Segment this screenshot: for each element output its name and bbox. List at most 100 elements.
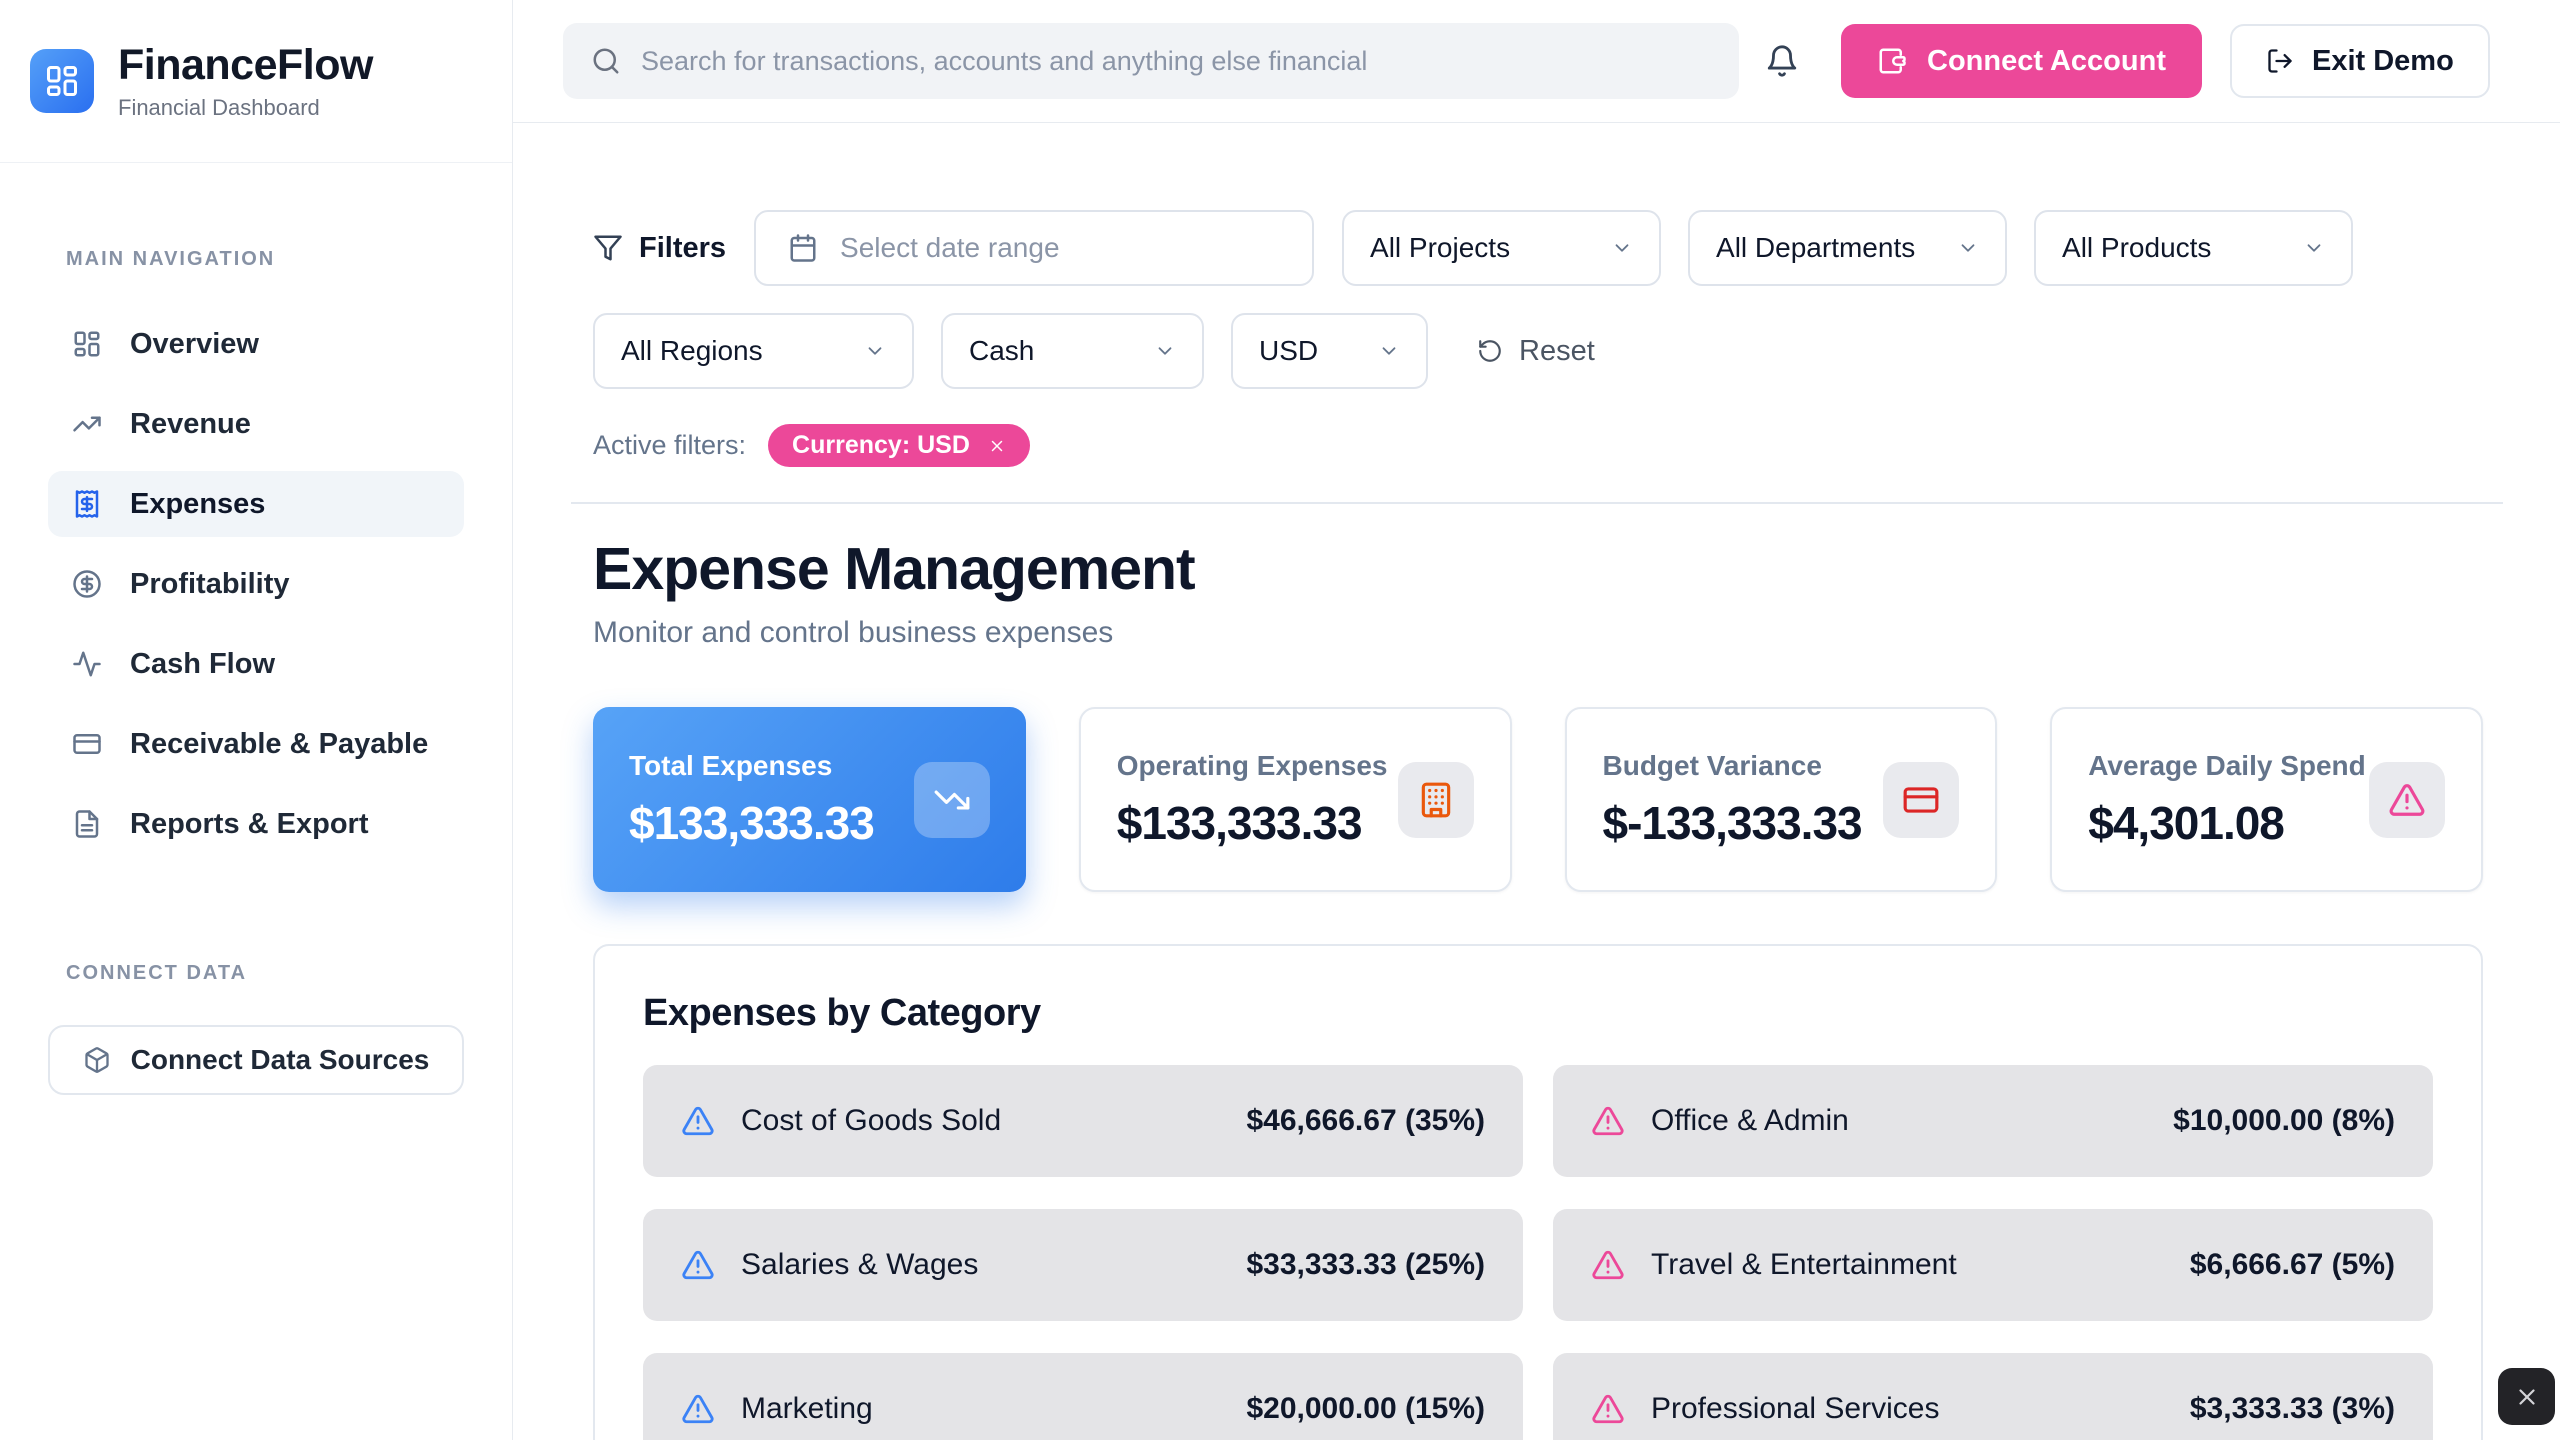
stat-value: $133,333.33 [629, 796, 875, 849]
connect-section-label: CONNECT DATA [66, 962, 248, 984]
page-title: Expense Management [593, 536, 1196, 602]
category-value: $10,000.00 (8%) [2173, 1104, 2395, 1137]
sidebar-item-label: Receivable & Payable [130, 727, 429, 760]
category-row-office-admin[interactable]: Office & Admin $10,000.00 (8%) [1553, 1065, 2433, 1177]
currency-filter-chip[interactable]: Currency: USD [768, 424, 1030, 467]
category-row-professional-services[interactable]: Professional Services $3,333.33 (3%) [1553, 1353, 2433, 1440]
close-widget-button[interactable] [2498, 1368, 2555, 1425]
calendar-icon [788, 233, 818, 263]
chevron-down-icon [1154, 340, 1176, 362]
app-subtitle: Financial Dashboard [118, 95, 320, 120]
sidebar-item-label: Profitability [130, 567, 290, 600]
chevron-down-icon [1957, 237, 1979, 259]
category-value: $20,000.00 (15%) [1246, 1392, 1485, 1425]
exit-demo-button[interactable]: Exit Demo [2229, 24, 2490, 98]
chevron-down-icon [1378, 340, 1400, 362]
credit-card-icon [1902, 781, 1940, 819]
connect-data-sources-button[interactable]: Connect Data Sources [48, 1025, 464, 1095]
search-input[interactable] [641, 45, 1711, 77]
stat-value: $4,301.08 [2088, 796, 2285, 849]
date-range-placeholder: Select date range [840, 232, 1060, 263]
stat-cards: Total Expenses $133,333.33 Operating Exp… [593, 707, 2483, 892]
stat-label: Average Daily Spend [2088, 749, 2366, 781]
filters-row-1: Filters Select date range All Projects A… [593, 210, 2483, 286]
log-out-icon [2266, 47, 2294, 75]
category-name: Office & Admin [1651, 1104, 1849, 1137]
sidebar-item-overview[interactable]: Overview [48, 311, 464, 377]
category-row-salaries-wages[interactable]: Salaries & Wages $33,333.33 (25%) [643, 1209, 1523, 1321]
filter-select-cash[interactable]: Cash [941, 313, 1204, 389]
search-box[interactable] [563, 23, 1739, 99]
app-logo [30, 49, 94, 113]
sidebar-item-receivable-payable[interactable]: Receivable & Payable [48, 711, 464, 777]
alert-triangle-icon [2388, 781, 2426, 819]
layout-dashboard-icon [72, 329, 102, 359]
alert-triangle-icon [681, 1248, 715, 1282]
activity-icon [72, 649, 102, 679]
sidebar-item-label: Reports & Export [130, 807, 369, 840]
category-value: $46,666.67 (35%) [1246, 1104, 1485, 1137]
chip-remove-icon[interactable] [988, 437, 1006, 455]
stat-label: Operating Expenses [1116, 749, 1388, 781]
connect-account-label: Connect Account [1927, 44, 2166, 77]
topbar: Connect Account Exit Demo [513, 0, 2560, 123]
stat-card-average-daily-spend: Average Daily Spend $4,301.08 [2050, 707, 2483, 892]
filter-select-usd[interactable]: USD [1231, 313, 1428, 389]
category-value: $33,333.33 (25%) [1246, 1248, 1485, 1281]
connect-data-sources-label: Connect Data Sources [130, 1044, 430, 1075]
sidebar-item-reports-export[interactable]: Reports & Export [48, 791, 464, 857]
category-name: Marketing [741, 1392, 873, 1425]
stat-icon-box [913, 761, 990, 838]
filters-label: Filters [593, 232, 726, 265]
category-name: Cost of Goods Sold [741, 1104, 1002, 1137]
filter-select-all-products[interactable]: All Products [2034, 210, 2354, 286]
sidebar-item-label: Overview [130, 327, 259, 360]
category-row-travel-entertainment[interactable]: Travel & Entertainment $6,666.67 (5%) [1553, 1209, 2433, 1321]
building-icon [1417, 781, 1455, 819]
sidebar-item-expenses[interactable]: Expenses [48, 471, 464, 537]
category-row-marketing[interactable]: Marketing $20,000.00 (15%) [643, 1353, 1523, 1440]
category-name: Professional Services [1651, 1392, 1940, 1425]
main-content: Filters Select date range All Projects A… [513, 123, 2560, 1440]
alert-triangle-icon [1591, 1392, 1625, 1426]
filter-select-all-regions[interactable]: All Regions [593, 313, 914, 389]
stat-value: $-133,333.33 [1602, 796, 1863, 849]
category-row-cost-of-goods-sold[interactable]: Cost of Goods Sold $46,666.67 (35%) [643, 1065, 1523, 1177]
file-text-icon [72, 809, 102, 839]
nav-section-label: MAIN NAVIGATION [66, 248, 276, 270]
stat-card-total-expenses: Total Expenses $133,333.33 [593, 707, 1026, 892]
connect-account-button[interactable]: Connect Account [1841, 24, 2202, 98]
sidebar-item-revenue[interactable]: Revenue [48, 391, 464, 457]
category-panel-title: Expenses by Category [643, 992, 1041, 1034]
circle-dollar-icon [72, 569, 102, 599]
connect-data-section: CONNECT DATA Connect Data Sources [0, 962, 512, 1095]
stat-card-budget-variance: Budget Variance $-133,333.33 [1564, 707, 1998, 892]
category-value: $6,666.67 (5%) [2189, 1248, 2395, 1281]
filter-select-all-departments[interactable]: All Departments [1688, 210, 2008, 286]
date-range-input[interactable]: Select date range [754, 210, 1315, 286]
main-navigation: MAIN NAVIGATION Overview Revenue Expense… [0, 248, 512, 857]
active-filters-label: Active filters: [593, 430, 747, 460]
package-icon [83, 1046, 111, 1074]
stat-icon-box [2369, 761, 2445, 838]
layout-dashboard-icon [44, 63, 80, 99]
stat-label: Budget Variance [1602, 749, 1822, 781]
section-divider [571, 502, 2503, 504]
category-name: Travel & Entertainment [1651, 1248, 1957, 1281]
sidebar-item-profitability[interactable]: Profitability [48, 551, 464, 617]
chevron-down-icon [1611, 237, 1633, 259]
alert-triangle-icon [681, 1392, 715, 1426]
sidebar-item-cash-flow[interactable]: Cash Flow [48, 631, 464, 697]
stat-label: Total Expenses [629, 749, 833, 781]
reset-filters-button[interactable]: Reset [1477, 335, 1595, 368]
rotate-ccw-icon [1477, 338, 1503, 364]
notifications-button[interactable] [1765, 44, 1799, 78]
stat-card-operating-expenses: Operating Expenses $133,333.33 [1078, 707, 1512, 892]
trending-down-icon [933, 781, 971, 819]
filter-icon [593, 233, 623, 263]
filter-select-all-projects[interactable]: All Projects [1342, 210, 1662, 286]
alert-triangle-icon [681, 1104, 715, 1138]
alert-triangle-icon [1591, 1104, 1625, 1138]
trending-up-icon [72, 409, 102, 439]
stat-icon-box [1397, 761, 1474, 838]
